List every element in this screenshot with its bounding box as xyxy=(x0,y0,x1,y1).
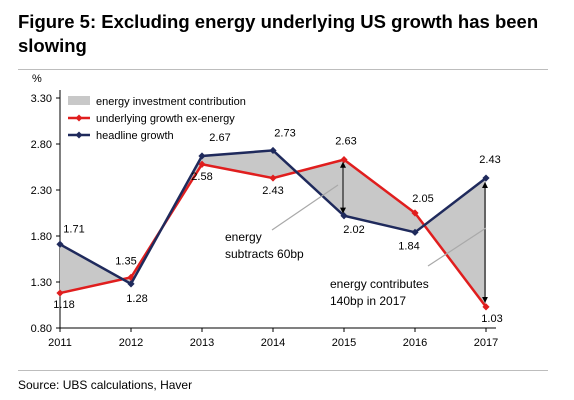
headline-growth-marker xyxy=(411,228,419,236)
legend-marker-underlying xyxy=(75,114,83,122)
energy-area-segment xyxy=(60,244,123,294)
axes: % 0.80 1.30 1.80 2.30 2.80 3.30 2011 2012 2013 201… xyxy=(31,73,499,349)
legend-marker-headline xyxy=(75,131,83,139)
chart-title: Figure 5: Excluding energy underlying US… xyxy=(18,11,539,56)
x-tick-label: 2016 xyxy=(403,337,427,349)
underlying-growth-marker xyxy=(482,303,490,311)
headline-data-label: 1.71 xyxy=(63,223,84,235)
headline-growth-marker xyxy=(127,280,135,288)
energy-contributes-text: 140bp in 2017 xyxy=(330,294,406,308)
underlying-data-label: 2.05 xyxy=(412,193,433,205)
y-tick-label: 1.30 xyxy=(31,277,52,289)
y-tick-label: 0.80 xyxy=(31,323,52,335)
y-tick-label: 2.80 xyxy=(31,139,52,151)
x-tick-label: 2017 xyxy=(474,337,498,349)
headline-data-label: 2.67 xyxy=(209,132,230,144)
headline-data-label: 1.28 xyxy=(126,293,147,305)
headline-growth-marker xyxy=(340,212,348,220)
y-tick-label: 1.80 xyxy=(31,231,52,243)
energy-contributes-pointer xyxy=(427,227,487,267)
top-divider xyxy=(18,69,548,70)
underlying-growth-marker xyxy=(340,156,348,164)
energy-area-segment xyxy=(424,178,486,307)
legend-label-energy: energy investment contribution xyxy=(96,96,246,108)
headline-data-label: 2.73 xyxy=(274,127,295,139)
underlying-data-label: 1.03 xyxy=(481,313,502,325)
legend: energy investment contribution underlying… xyxy=(68,96,246,142)
legend-label-underlying: underlying growth ex-energy xyxy=(96,113,235,125)
underlying-growth-marker xyxy=(269,174,277,182)
energy-area-segment xyxy=(344,159,415,233)
energy-contributes-text: energy contributes xyxy=(330,277,429,291)
underlying-data-label: 1.18 xyxy=(53,299,74,311)
data-label-layer: 1.18 1.35 2.58 2.43 2.63 2.05 1.03 1.71 1.28 2.67… xyxy=(53,127,502,324)
headline-data-label: 2.43 xyxy=(479,154,500,166)
underlying-data-label: 1.35 xyxy=(115,255,136,267)
y-unit-label: % xyxy=(32,73,42,85)
underlying-growth-marker xyxy=(411,209,419,217)
x-tick-label: 2012 xyxy=(119,337,143,349)
x-tick-label: 2015 xyxy=(332,337,356,349)
energy-area-segment xyxy=(202,150,273,179)
legend-swatch-energy xyxy=(68,96,90,105)
bottom-divider xyxy=(18,370,548,371)
underlying-data-label: 2.63 xyxy=(335,136,356,148)
annotation-layer: energy subtracts 60bp energy contributes 14… xyxy=(225,161,488,308)
underlying-growth-marker xyxy=(198,160,206,168)
energy-subtracts-text: energy xyxy=(225,230,262,244)
legend-label-headline: headline growth xyxy=(96,130,174,142)
x-tick-label: 2014 xyxy=(261,337,285,349)
source-note: Source: UBS calculations, Haver xyxy=(18,378,193,392)
headline-growth-marker xyxy=(198,152,206,160)
headline-growth-marker xyxy=(482,174,490,182)
headline-growth-marker xyxy=(269,146,277,155)
x-tick-label: 2011 xyxy=(48,337,72,349)
energy-subtracts-text: subtracts 60bp xyxy=(225,247,304,261)
y-tick-label: 3.30 xyxy=(31,93,52,105)
x-tick-label: 2013 xyxy=(190,337,214,349)
underlying-growth-marker xyxy=(56,289,64,297)
headline-data-label: 1.84 xyxy=(398,240,419,252)
y-tick-label: 2.30 xyxy=(31,185,52,197)
headline-growth-marker xyxy=(56,240,64,248)
series-lines xyxy=(56,146,490,311)
underlying-data-label: 2.58 xyxy=(191,171,212,183)
underlying-growth-marker xyxy=(127,273,135,281)
underlying-data-label: 2.43 xyxy=(262,185,283,197)
energy-area-segment xyxy=(296,159,344,216)
headline-data-label: 2.02 xyxy=(343,224,364,236)
energy-subtracts-pointer xyxy=(271,184,339,231)
